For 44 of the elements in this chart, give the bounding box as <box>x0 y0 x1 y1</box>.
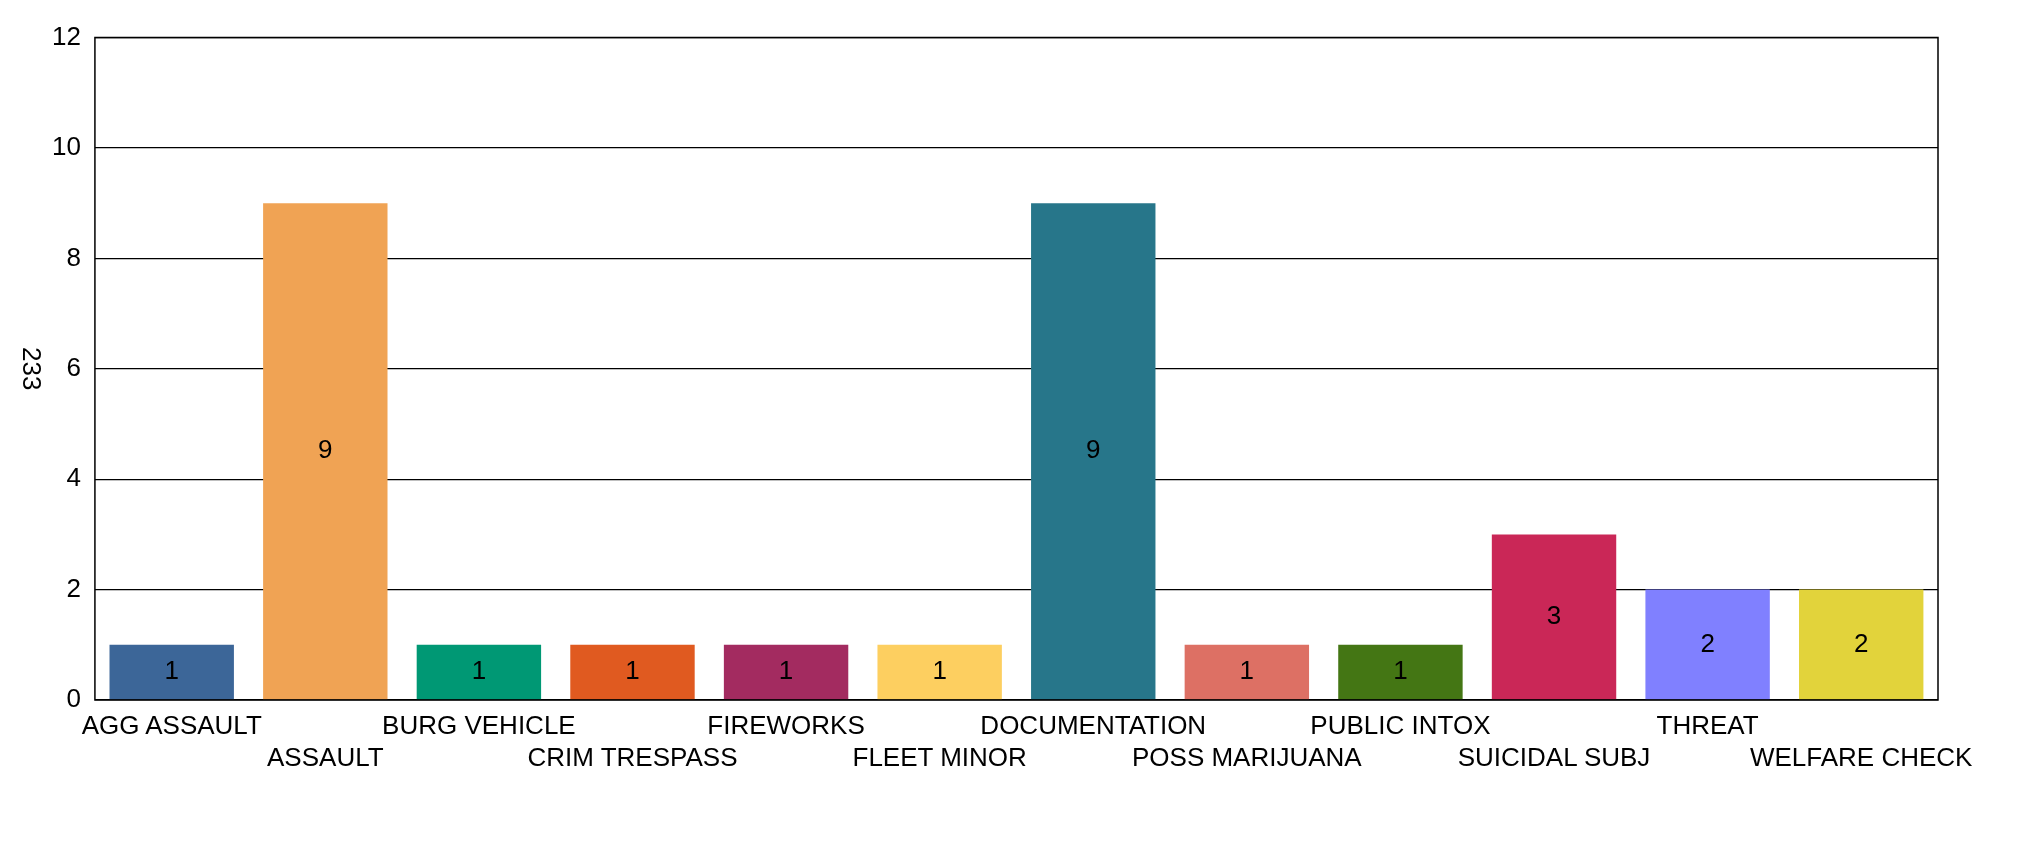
data-label: 2 <box>1700 627 1715 658</box>
bar <box>1799 589 1924 700</box>
bar <box>1645 589 1770 700</box>
y-tick-label: 10 <box>52 131 81 162</box>
data-label: 1 <box>932 655 947 686</box>
x-tick-label: WELFARE CHECK <box>1749 742 1974 773</box>
bar <box>1184 644 1310 700</box>
data-label: 3 <box>1546 600 1562 631</box>
bar <box>877 644 1002 700</box>
x-tick-label: CRIM TRESPASS <box>527 742 738 773</box>
data-label: 1 <box>471 655 487 686</box>
data-label: 9 <box>318 434 333 465</box>
data-label: 1 <box>1393 655 1408 686</box>
bar <box>109 644 234 700</box>
y-tick-label: 6 <box>66 351 81 382</box>
x-tick-label: ASSAULT <box>267 742 384 773</box>
x-tick-label: AGG ASSAULT <box>81 710 262 741</box>
bar <box>263 203 388 700</box>
y-tick-label: 12 <box>52 20 81 51</box>
y-tick-label: 4 <box>66 462 81 493</box>
y-tick-label: 0 <box>66 683 81 714</box>
x-tick-label: PUBLIC INTOX <box>1310 710 1491 741</box>
data-label: 1 <box>1239 655 1255 686</box>
y-axis-title: 233 <box>16 347 47 391</box>
bar <box>416 644 542 700</box>
x-tick-label: FIREWORKS <box>707 710 865 741</box>
x-tick-label: POSS MARIJUANA <box>1131 742 1363 773</box>
data-label: 2 <box>1853 627 1869 658</box>
bar <box>1491 534 1617 700</box>
x-tick-label: FLEET MINOR <box>852 742 1027 773</box>
x-tick-label: BURG VEHICLE <box>382 710 576 741</box>
bar <box>570 644 695 700</box>
data-label: 9 <box>1086 434 1101 465</box>
data-label: 1 <box>778 655 794 686</box>
data-label: 1 <box>625 655 640 686</box>
x-tick-label: SUICIDAL SUBJ <box>1457 742 1651 773</box>
y-tick-label: 8 <box>66 241 81 272</box>
bar <box>723 644 849 700</box>
y-tick-label: 2 <box>66 572 81 603</box>
bar <box>1338 644 1463 700</box>
data-label: 1 <box>164 655 179 686</box>
x-tick-label: DOCUMENTATION <box>980 710 1207 741</box>
x-tick-label: THREAT <box>1656 710 1759 741</box>
bar <box>1031 203 1156 700</box>
